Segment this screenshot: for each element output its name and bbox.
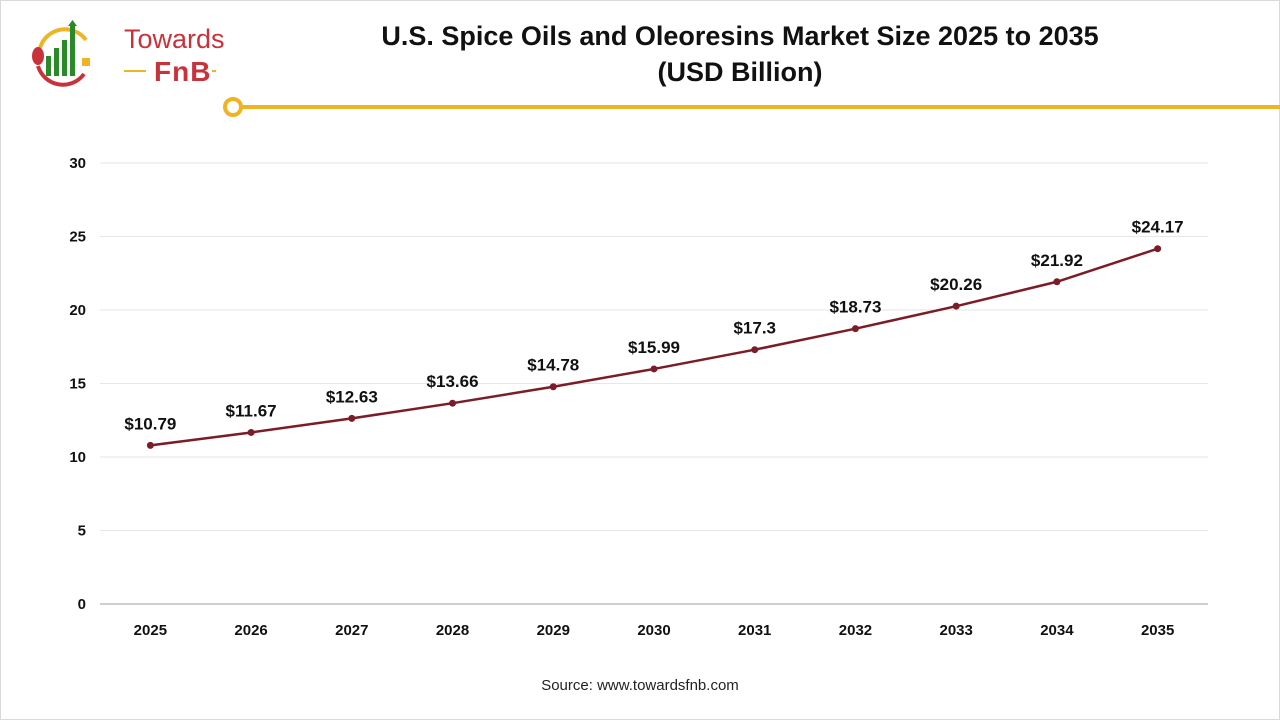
y-tick-label: 30 [69, 155, 86, 172]
data-point [1154, 245, 1162, 253]
data-label: $11.67 [226, 401, 277, 420]
data-point [952, 302, 960, 310]
data-label: $24.17 [1132, 218, 1184, 237]
y-tick-label: 15 [69, 376, 86, 393]
towards-fnb-logo: Towards FnB [26, 18, 225, 88]
y-tick-label: 20 [69, 302, 86, 319]
data-label: $10.79 [124, 414, 176, 433]
data-point [348, 414, 356, 422]
data-label: $20.26 [930, 275, 982, 294]
x-tick-label: 2035 [1141, 622, 1174, 639]
data-label: $21.92 [1031, 251, 1083, 270]
accent-circle [223, 97, 243, 117]
y-tick-label: 10 [69, 449, 86, 466]
data-point [1053, 278, 1061, 286]
logo-text: FnB [154, 56, 212, 87]
y-tick-label: 5 [78, 523, 86, 540]
x-tick-label: 2025 [134, 622, 167, 639]
data-point [146, 441, 154, 449]
data-label: $12.63 [326, 387, 378, 406]
x-tick-label: 2032 [839, 622, 872, 639]
x-tick-label: 2029 [537, 622, 570, 639]
logo-icon [32, 20, 90, 87]
data-label: $15.99 [628, 338, 680, 357]
x-tick-label: 2026 [234, 622, 267, 639]
data-point [650, 365, 658, 373]
y-tick-label: 0 [78, 596, 86, 613]
chart-subtitle: (USD Billion) [657, 57, 823, 87]
source-note: Source: www.towardsfnb.com [541, 677, 739, 694]
data-point [549, 383, 557, 391]
chart-title: U.S. Spice Oils and Oleoresins Market Si… [381, 21, 1099, 51]
logo-text: Towards [124, 24, 225, 54]
x-tick-label: 2028 [436, 622, 469, 639]
x-tick-label: 2031 [738, 622, 771, 639]
data-label: $13.66 [427, 372, 479, 391]
y-tick-label: 25 [69, 229, 86, 246]
x-tick-label: 2030 [637, 622, 670, 639]
data-point [851, 325, 859, 333]
data-label: $17.3 [733, 319, 776, 338]
data-point [247, 428, 255, 436]
data-label: $18.73 [829, 298, 881, 317]
data-point [751, 346, 759, 354]
x-tick-label: 2027 [335, 622, 368, 639]
data-label: $14.78 [527, 356, 579, 375]
x-tick-label: 2033 [939, 622, 972, 639]
data-point [449, 399, 457, 407]
x-tick-label: 2034 [1040, 622, 1074, 639]
